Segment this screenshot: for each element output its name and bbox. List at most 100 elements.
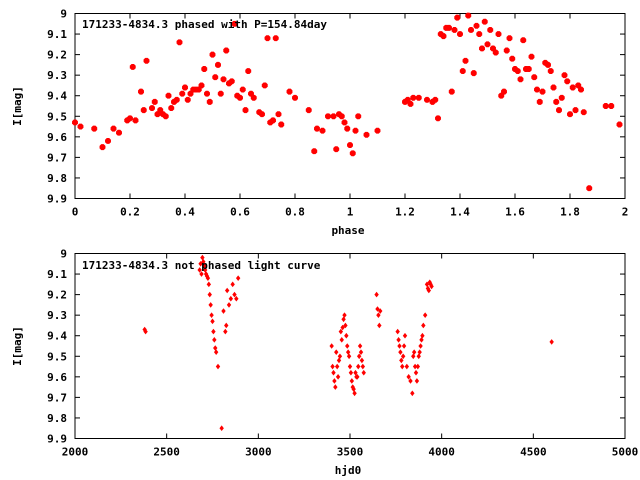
data-point — [424, 96, 430, 103]
data-point — [479, 45, 485, 52]
data-point — [211, 328, 216, 335]
plot-frame — [74, 13, 626, 199]
data-point — [401, 343, 407, 349]
data-point — [429, 283, 434, 290]
data-point — [476, 31, 483, 38]
data-point — [564, 78, 571, 85]
data-point — [416, 353, 421, 360]
data-point — [353, 369, 358, 376]
data-point — [235, 275, 241, 281]
data-point — [206, 98, 213, 105]
data-point — [342, 312, 347, 318]
data-point — [427, 279, 432, 286]
y-tick-label: 9.9 — [47, 193, 67, 206]
data-point — [199, 271, 204, 277]
data-point — [352, 390, 357, 397]
data-point — [514, 68, 521, 75]
x-tick-label: 1.4 — [450, 206, 470, 219]
data-point — [223, 328, 228, 335]
data-point — [224, 322, 229, 329]
data-point — [204, 273, 210, 279]
x-tick-label: 2000 — [62, 446, 89, 459]
data-point — [349, 150, 356, 157]
data-point — [333, 384, 338, 390]
data-point — [406, 374, 411, 380]
data-point — [426, 287, 432, 294]
data-point — [356, 353, 362, 360]
x-tick-label: 1.8 — [560, 206, 580, 219]
data-point — [459, 68, 466, 75]
data-point — [374, 127, 381, 134]
data-point — [397, 343, 402, 349]
x-tick-label: 4500 — [520, 446, 547, 459]
data-point — [143, 328, 148, 335]
data-point — [168, 105, 175, 112]
data-point — [586, 185, 593, 192]
y-tick-label: 9.8 — [47, 412, 67, 425]
data-point — [422, 312, 428, 318]
data-point — [212, 337, 217, 343]
data-point — [355, 374, 360, 380]
y-tick-label: 9 — [60, 248, 67, 261]
data-point — [481, 18, 488, 25]
data-point — [374, 291, 379, 298]
data-point — [140, 107, 147, 114]
y-tick-label: 9 — [60, 8, 67, 21]
data-point — [224, 287, 230, 294]
data-point — [226, 302, 232, 308]
data-point — [517, 76, 524, 83]
data-point — [399, 357, 404, 364]
data-point — [446, 24, 452, 31]
data-point — [201, 258, 206, 265]
data-point — [347, 142, 353, 149]
data-point — [556, 107, 562, 114]
data-point — [528, 53, 535, 60]
y-tick-label: 9.3 — [47, 69, 67, 82]
data-point — [334, 363, 340, 370]
data-point — [495, 31, 502, 38]
data-point — [351, 386, 356, 392]
data-point — [209, 312, 214, 318]
data-point — [231, 20, 238, 27]
chart-title: 171233-4834.3 phased with P=154.84day — [82, 18, 327, 31]
data-point — [400, 353, 406, 360]
data-point — [448, 88, 455, 95]
y-tick-label: 9.8 — [47, 172, 67, 185]
data-point — [127, 115, 133, 122]
data-point — [358, 349, 364, 355]
data-point — [561, 72, 568, 79]
data-point — [286, 88, 293, 95]
data-point — [567, 111, 573, 118]
data-point — [173, 96, 180, 103]
data-point — [492, 49, 499, 56]
y-tick-label: 9.7 — [47, 151, 67, 164]
data-point — [105, 137, 111, 144]
x-tick-label: 2500 — [153, 446, 180, 459]
data-point — [473, 22, 480, 29]
y-tick-label: 9.2 — [47, 289, 67, 302]
x-tick-label: 0.6 — [230, 206, 250, 219]
data-point — [202, 263, 207, 269]
data-point — [418, 343, 423, 349]
data-point — [421, 322, 426, 329]
axis-ticks: 2000 2500 3000 3500 4000 4500 5000 9 9.1 9.2 9.3 9.… — [47, 248, 638, 459]
plot-frame — [74, 253, 626, 439]
data-point — [395, 328, 400, 335]
data-point — [202, 267, 208, 273]
data-point — [270, 117, 276, 124]
x-tick-label: 4000 — [428, 446, 455, 459]
data-point — [404, 363, 410, 370]
data-point — [377, 322, 382, 329]
y-tick-label: 9.6 — [47, 371, 67, 384]
data-point — [470, 70, 477, 77]
data-point — [550, 84, 557, 91]
y-tick-label: 9.2 — [47, 49, 67, 62]
data-point — [435, 115, 441, 122]
data-point — [209, 51, 216, 58]
y-tick-label: 9.5 — [47, 350, 67, 363]
data-point — [228, 78, 235, 85]
data-point — [208, 302, 213, 308]
data-point — [319, 127, 326, 134]
data-point — [329, 343, 334, 349]
